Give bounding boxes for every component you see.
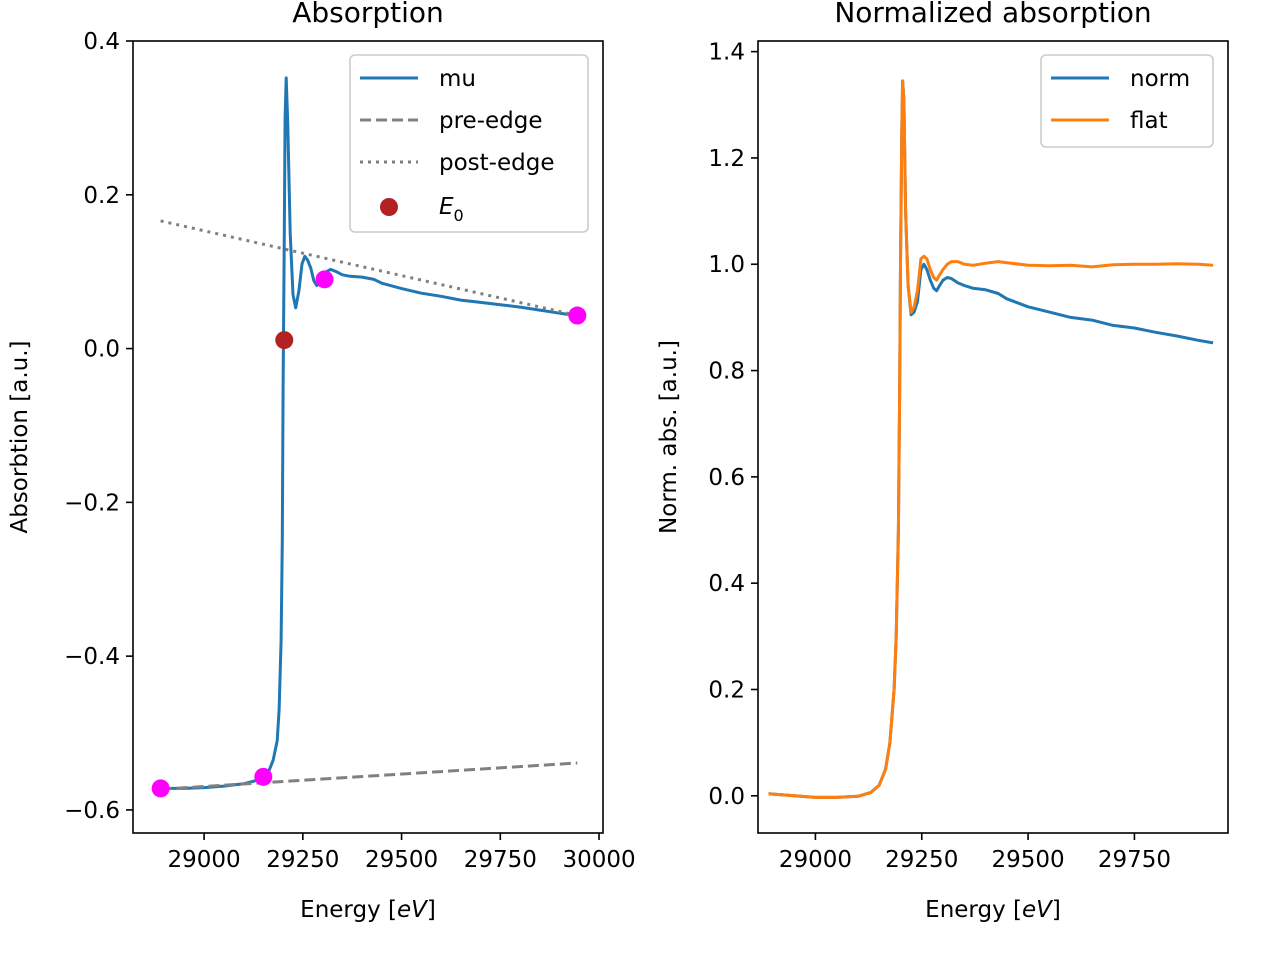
absorption-x-tick-label: 29500: [365, 847, 438, 873]
absorption-legend: mu pre-edge post-edge E0: [349, 54, 589, 233]
normalized-y-label: Norm. abs. [a.u.]: [656, 340, 682, 534]
absorption-anchor-point-0: [151, 779, 170, 798]
absorption-y-tick-label: 0.0: [83, 337, 120, 363]
absorption-x-tick-label: 29000: [168, 847, 241, 873]
normalized-series-norm-line: [768, 79, 1214, 799]
absorption-anchor-point-1: [254, 767, 273, 786]
absorption-e0-point-0: [275, 331, 294, 350]
absorption-y-tick-label: −0.2: [64, 490, 120, 516]
absorption-title: Absorption: [292, 0, 444, 29]
absorption-x-tick-label: 30000: [562, 847, 635, 873]
legend-mu-label: mu: [439, 66, 476, 92]
normalized-y-tick-label: 1.4: [708, 40, 745, 66]
normalized-x-ticks: 29000 29250 29500 29750: [779, 833, 1171, 873]
absorption-legend-box: [349, 54, 589, 233]
normalized-y-tick-label: 0.0: [708, 784, 745, 810]
absorption-y-tick-label: −0.4: [64, 644, 120, 670]
absorption-panel: Absorption 29000 29250 29500 29750 30000 −0.…: [7, 0, 636, 923]
normalized-y-tick-label: 0.8: [708, 359, 745, 385]
legend-post-edge-label: post-edge: [439, 150, 554, 176]
absorption-anchor-point-2: [315, 270, 334, 289]
absorption-axes-frame: [132, 40, 604, 834]
normalized-series-flat-line: [768, 79, 1214, 799]
normalized-y-tick-label: 1.2: [708, 146, 745, 172]
absorption-x-tick-label: 29250: [266, 847, 339, 873]
normalized-x-tick-label: 29250: [885, 847, 958, 873]
normalized-axes-frame: [757, 40, 1229, 834]
absorption-series-mu-line: [160, 76, 578, 790]
absorption-y-ticks: −0.6 −0.4 −0.2 0.0 0.2 0.4: [64, 29, 133, 824]
absorption-anchor-point-3: [568, 306, 587, 325]
legend-pre-edge-label: pre-edge: [439, 108, 543, 134]
absorption-y-tick-label: 0.2: [83, 183, 120, 209]
normalized-y-tick-label: 1.0: [708, 252, 745, 278]
legend-flat-label: flat: [1130, 108, 1168, 134]
legend-e0-swatch: [380, 198, 398, 216]
normalized-plot-area: [768, 79, 1214, 799]
normalized-y-tick-label: 0.6: [708, 465, 745, 491]
normalized-x-tick-label: 29750: [1098, 847, 1171, 873]
normalized-x-label: Energy [eV]: [925, 897, 1061, 923]
legend-norm-label: norm: [1130, 66, 1190, 92]
absorption-y-tick-label: −0.6: [64, 798, 120, 824]
normalized-y-tick-label: 0.4: [708, 571, 745, 597]
absorption-x-tick-label: 29750: [464, 847, 537, 873]
normalized-title: Normalized absorption: [834, 0, 1151, 29]
absorption-x-label: Energy [eV]: [300, 897, 436, 923]
absorption-series-pre-edge-line: [160, 761, 578, 791]
absorption-y-label: Absorbtion [a.u.]: [7, 340, 33, 533]
normalized-x-tick-label: 29000: [779, 847, 852, 873]
normalized-y-tick-label: 0.2: [708, 677, 745, 703]
absorption-x-ticks: 29000 29250 29500 29750 30000: [168, 833, 636, 873]
absorption-y-tick-label: 0.4: [83, 29, 120, 55]
absorption-plot-area: [151, 76, 587, 798]
normalized-legend: norm flat: [1040, 54, 1214, 148]
normalized-x-tick-label: 29500: [992, 847, 1065, 873]
absorption-series-post-edge-line: [160, 219, 578, 317]
normalized-y-ticks: 0.0 0.2 0.4 0.6 0.8 1.0 1.2 1.4: [708, 40, 758, 810]
normalized-panel: Normalized absorption 29000 29250 29500 297…: [656, 0, 1229, 923]
